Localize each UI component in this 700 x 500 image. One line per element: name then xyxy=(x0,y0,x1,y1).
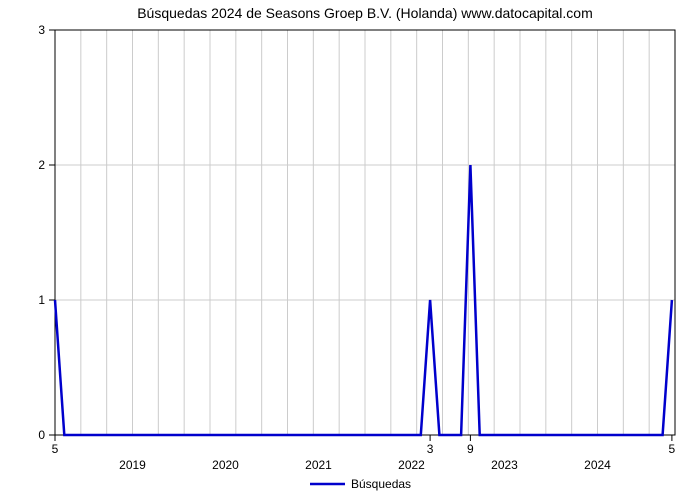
y-tick-label: 2 xyxy=(38,158,45,172)
y-tick-label: 0 xyxy=(38,428,45,442)
chart-container: Búsquedas 2024 de Seasons Groep B.V. (Ho… xyxy=(0,0,700,500)
x-year-label: 2021 xyxy=(305,458,332,472)
line-chart: Búsquedas 2024 de Seasons Groep B.V. (Ho… xyxy=(0,0,700,500)
chart-title: Búsquedas 2024 de Seasons Groep B.V. (Ho… xyxy=(137,5,593,21)
x-year-label: 2024 xyxy=(584,458,611,472)
x-point-label: 5 xyxy=(669,442,676,456)
x-year-label: 2020 xyxy=(212,458,239,472)
y-tick-label: 1 xyxy=(38,293,45,307)
x-year-label: 2023 xyxy=(491,458,518,472)
x-year-label: 2022 xyxy=(398,458,425,472)
y-tick-label: 3 xyxy=(38,23,45,37)
x-point-label: 5 xyxy=(52,442,59,456)
x-point-label: 9 xyxy=(467,442,474,456)
legend-label: Búsquedas xyxy=(351,477,411,491)
x-year-label: 2019 xyxy=(119,458,146,472)
x-point-label: 3 xyxy=(427,442,434,456)
